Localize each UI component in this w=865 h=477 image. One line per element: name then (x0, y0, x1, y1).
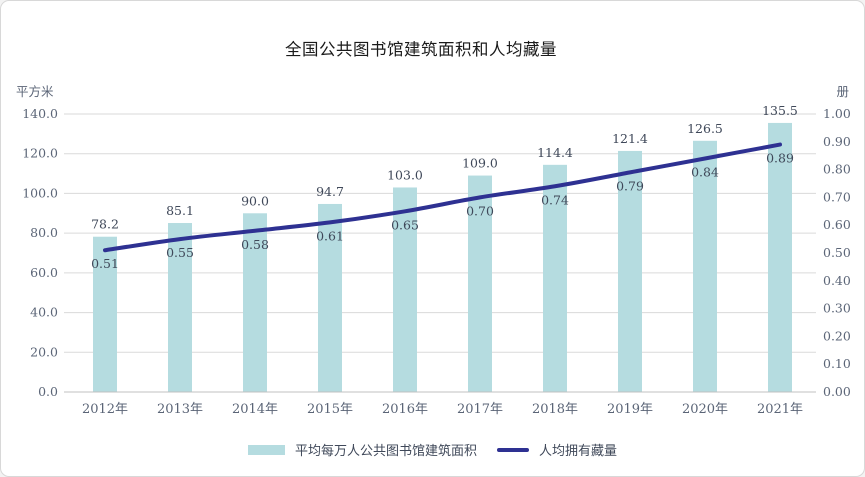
right-axis-tick-label: 0.20 (823, 328, 851, 343)
line-series (103, 142, 782, 253)
bar-value-label: 114.4 (537, 145, 573, 160)
line-value-label: 0.84 (691, 164, 719, 179)
right-axis-tick-label: 1.00 (823, 106, 851, 121)
bar-value-label: 135.5 (762, 103, 798, 118)
bar-2020年 (693, 140, 717, 392)
x-axis-category-label: 2020年 (682, 402, 728, 417)
chart-legend: 平均每万人公共图书馆建筑面积 人均拥有藏量 (1, 440, 864, 459)
x-axis-category-label: 2019年 (607, 402, 653, 417)
line-series-legend-label: 人均拥有藏量 (539, 444, 618, 459)
bar-2016年 (393, 187, 417, 392)
bar-2019年 (618, 150, 642, 392)
bar-value-label: 109.0 (462, 156, 498, 171)
line-value-label: 0.89 (766, 151, 794, 166)
line-value-label: 0.51 (91, 256, 119, 271)
line-value-label: 0.58 (241, 237, 269, 252)
right-axis-tick-label: 0.90 (823, 134, 851, 149)
right-axis-tick-label: 0.50 (823, 245, 851, 260)
line-value-label: 0.79 (616, 178, 644, 193)
line-value-label: 0.61 (316, 228, 344, 243)
right-axis-tick-label: 0.80 (823, 162, 851, 177)
bar-2012年 (93, 236, 117, 392)
x-axis-category-label: 2016年 (382, 402, 428, 417)
x-axis-category-label: 2017年 (457, 402, 503, 417)
x-axis-category-label: 2013年 (157, 402, 203, 417)
bar-2018年 (543, 164, 567, 392)
left-axis-tick-label: 100.0 (22, 185, 58, 200)
left-axis-tick-label: 140.0 (22, 106, 58, 121)
right-axis-tick-label: 0.30 (823, 301, 851, 316)
line-series-legend-swatch (497, 447, 529, 452)
right-axis-tick-label: 0.70 (823, 189, 851, 204)
line-value-label: 0.74 (541, 192, 569, 207)
bar-value-label: 121.4 (612, 131, 648, 146)
left-axis-tick-label: 20.0 (30, 344, 58, 359)
line-value-label: 0.55 (166, 245, 194, 260)
left-axis-tick-label: 120.0 (22, 146, 58, 161)
x-axis-category-label: 2018年 (532, 402, 578, 417)
left-axis-tick-label: 80.0 (30, 225, 58, 240)
bar-2015年 (318, 203, 342, 392)
bar-series-legend-swatch (247, 444, 285, 455)
line-value-label: 0.70 (466, 203, 494, 218)
left-axis-tick-label: 60.0 (30, 265, 58, 280)
right-axis-tick-label: 0.00 (823, 384, 851, 399)
right-axis-tick-label: 0.40 (823, 273, 851, 288)
right-axis-tick-label: 0.60 (823, 217, 851, 232)
bar-series-legend-label: 平均每万人公共图书馆建筑面积 (294, 444, 477, 459)
x-axis-category-label: 2015年 (307, 402, 353, 417)
left-axis-tick-label: 40.0 (30, 305, 58, 320)
bar-2014年 (243, 213, 267, 392)
left-axis-unit-label: 平方米 (16, 84, 54, 99)
line-value-label: 0.65 (391, 217, 419, 232)
bar-value-label: 103.0 (387, 167, 423, 182)
bar-value-label: 126.5 (687, 121, 723, 136)
bar-2021年 (768, 122, 792, 392)
x-axis-category-label: 2012年 (82, 402, 128, 417)
bar-value-label: 90.0 (241, 193, 269, 208)
left-axis-tick-label: 0.0 (38, 384, 58, 399)
chart-title: 全国公共图书馆建筑面积和人均藏量 (285, 40, 557, 59)
x-axis-category-label: 2014年 (232, 402, 278, 417)
right-axis-unit-label: 册 (836, 84, 849, 99)
bar-value-label: 78.2 (91, 217, 119, 232)
bar-2013年 (168, 223, 192, 392)
bar-value-label: 85.1 (166, 203, 194, 218)
right-axis-tick-label: 0.10 (823, 356, 851, 371)
x-axis-category-label: 2021年 (757, 402, 803, 417)
bar-value-label: 94.7 (316, 184, 344, 199)
bar-2017年 (468, 175, 492, 392)
